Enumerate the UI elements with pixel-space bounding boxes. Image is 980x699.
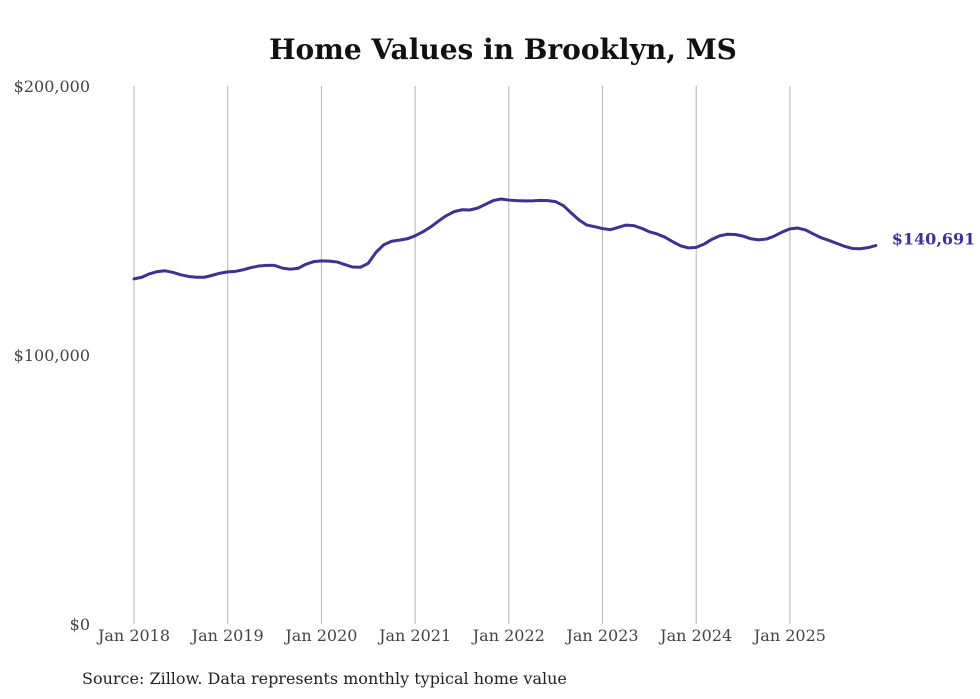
chart-title: Home Values in Brooklyn, MS: [269, 33, 737, 66]
y-tick-label: $0: [70, 615, 90, 634]
source-note: Source: Zillow. Data represents monthly …: [82, 669, 567, 688]
vertical-gridlines: [133, 86, 791, 624]
y-tick-label: $200,000: [14, 77, 90, 96]
y-tick-label: $100,000: [14, 346, 90, 365]
x-axis-ticks: Jan 2018 Jan 2019 Jan 2020 Jan 2021 Jan 2022…: [96, 626, 826, 645]
home-value-line: [132, 197, 878, 281]
x-tick-label: Jan 2024: [658, 626, 732, 645]
latest-value-label: $140,691: [892, 230, 976, 249]
x-tick-label: Jan 2018: [96, 626, 170, 645]
x-tick-label: Jan 2020: [283, 626, 357, 645]
x-tick-label: Jan 2025: [752, 626, 826, 645]
x-tick-label: Jan 2019: [190, 626, 264, 645]
x-tick-label: Jan 2022: [471, 626, 545, 645]
x-tick-label: Jan 2021: [377, 626, 451, 645]
x-tick-label: Jan 2023: [564, 626, 638, 645]
y-axis-ticks: $0 $100,000 $200,000: [14, 77, 90, 634]
